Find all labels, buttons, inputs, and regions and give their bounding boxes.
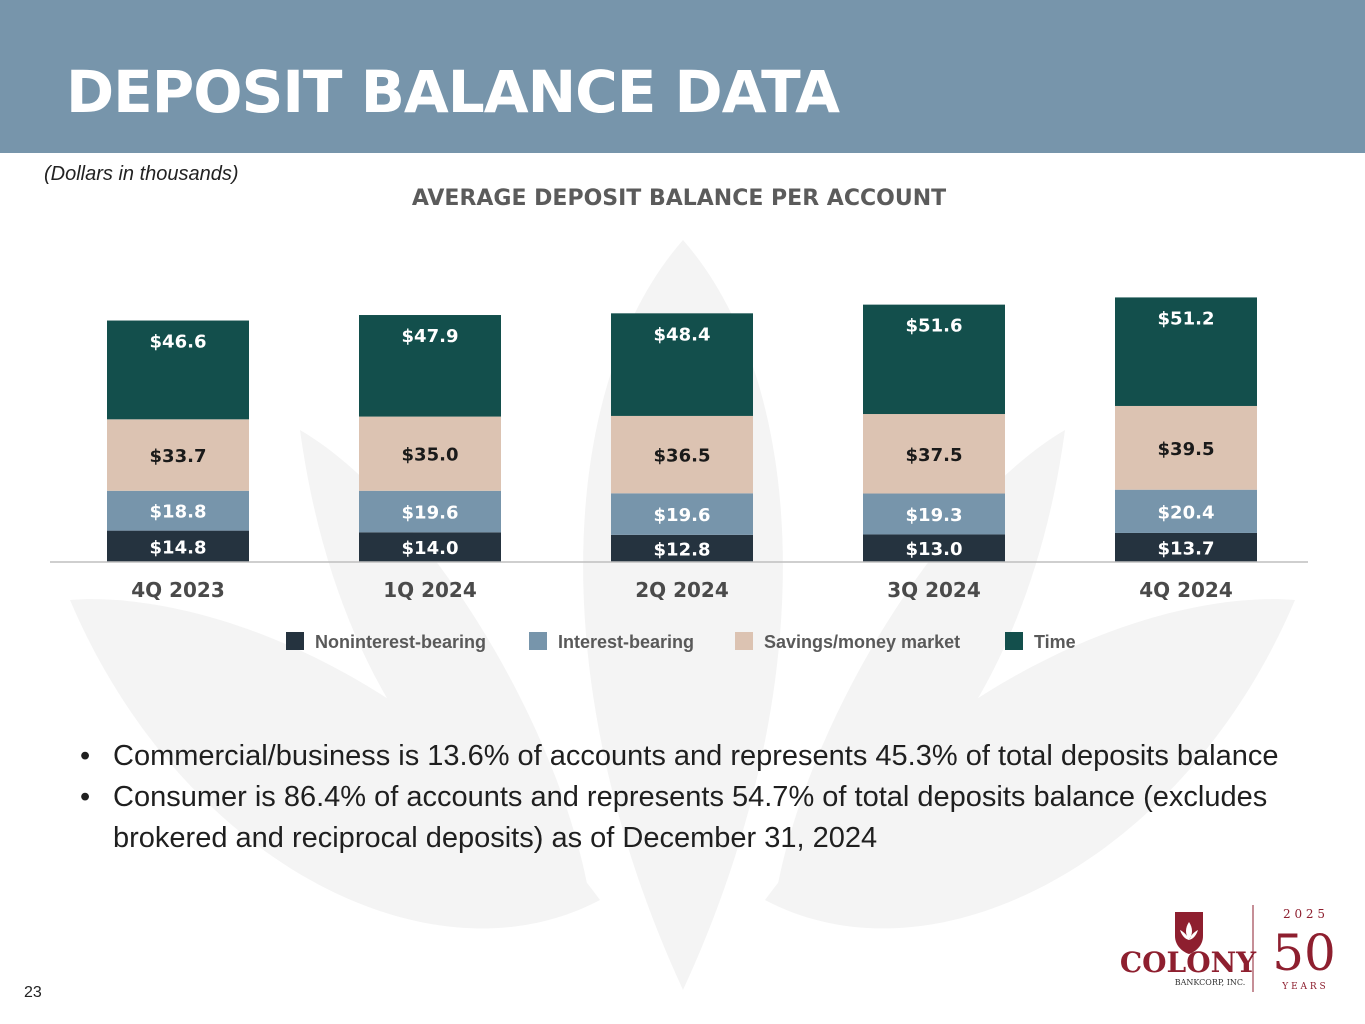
data-label: $14.0 [402, 538, 459, 559]
bullet-item: • Commercial/business is 13.6% of account… [80, 736, 1280, 777]
units-note: (Dollars in thousands) [44, 163, 239, 185]
data-label: $35.0 [402, 445, 459, 466]
bar-savings-money-market-0 [107, 419, 249, 491]
data-label: $46.6 [150, 332, 207, 353]
bullet-list: • Commercial/business is 13.6% of account… [80, 736, 1280, 859]
legend-swatch [1005, 632, 1023, 650]
logo-name: COLONY [1120, 946, 1257, 979]
x-tick-label: 2Q 2024 [635, 578, 729, 602]
data-label: $36.5 [654, 446, 711, 467]
data-label: $37.5 [906, 445, 963, 466]
data-label: $33.7 [150, 446, 207, 467]
chart-title: AVERAGE DEPOSIT BALANCE PER ACCOUNT [412, 186, 946, 211]
bar-noninterest-bearing-2 [611, 534, 753, 562]
bar-noninterest-bearing-4 [1115, 532, 1257, 562]
legend-swatch [286, 632, 304, 650]
bar-interest-bearing-2 [611, 493, 753, 535]
x-tick-label: 4Q 2024 [1139, 578, 1233, 602]
data-label: $19.3 [906, 505, 963, 526]
data-label: $19.6 [402, 503, 459, 524]
bar-interest-bearing-0 [107, 490, 249, 531]
bar-interest-bearing-4 [1115, 489, 1257, 533]
bar-noninterest-bearing-1 [359, 532, 501, 562]
bar-time-4 [1115, 297, 1257, 406]
bar-time-1 [359, 315, 501, 417]
data-label: $48.4 [654, 324, 711, 345]
bar-interest-bearing-1 [359, 490, 501, 533]
legend-label: Interest-bearing [558, 632, 694, 652]
data-label: $13.7 [1158, 538, 1215, 559]
bar-time-2 [611, 313, 753, 416]
data-label: $39.5 [1158, 439, 1215, 460]
bar-savings-money-market-4 [1115, 405, 1257, 490]
bullet-marker: • [80, 740, 91, 772]
bar-noninterest-bearing-3 [863, 534, 1005, 562]
page-number: 23 [24, 984, 42, 1001]
bar-savings-money-market-3 [863, 414, 1005, 494]
anniversary-word: Y E A R S [1281, 982, 1325, 992]
data-label: $20.4 [1158, 502, 1215, 523]
bar-savings-money-market-1 [359, 416, 501, 491]
legend-label: Time [1034, 632, 1076, 652]
legend-swatch [735, 632, 753, 650]
deposit-balance-chart: AVERAGE DEPOSIT BALANCE PER ACCOUNT $14.… [50, 186, 1308, 652]
anniversary-year: 2 0 2 5 [1283, 907, 1325, 921]
data-label: $14.8 [150, 537, 207, 558]
bullet-item: • Consumer is 86.4% of accounts and repre… [80, 777, 1280, 859]
bar-interest-bearing-3 [863, 493, 1005, 535]
x-tick-label: 1Q 2024 [383, 578, 477, 602]
legend-label: Savings/money market [764, 632, 960, 652]
legend-swatch [529, 632, 547, 650]
bullet-text: Commercial/business is 13.6% of accounts… [113, 740, 1279, 772]
data-label: $51.2 [1158, 308, 1215, 329]
bar-time-0 [107, 320, 249, 420]
data-label: $12.8 [654, 539, 711, 560]
data-label: $51.6 [906, 316, 963, 337]
data-label: $13.0 [906, 539, 963, 560]
bar-savings-money-market-2 [611, 415, 753, 494]
bullet-text: Consumer is 86.4% of accounts and repres… [113, 781, 1268, 854]
bar-time-3 [863, 304, 1005, 415]
x-tick-label: 4Q 2023 [131, 578, 225, 602]
data-label: $18.8 [150, 502, 207, 523]
data-label: $47.9 [402, 326, 459, 347]
logo-subtitle: BANKCORP, INC. [1175, 978, 1246, 987]
bullet-marker: • [80, 781, 91, 813]
legend-label: Noninterest-bearing [315, 632, 486, 652]
bar-noninterest-bearing-0 [107, 530, 249, 562]
anniversary-number: 50 [1272, 924, 1336, 982]
page-title: DEPOSIT BALANCE DATA [66, 58, 840, 126]
header-bar: DEPOSIT BALANCE DATA [0, 0, 1365, 153]
company-logo: COLONY BANKCORP, INC. 2 0 2 5 50 Y E A R… [1120, 905, 1336, 992]
x-tick-label: 3Q 2024 [887, 578, 981, 602]
data-label: $19.6 [654, 505, 711, 526]
